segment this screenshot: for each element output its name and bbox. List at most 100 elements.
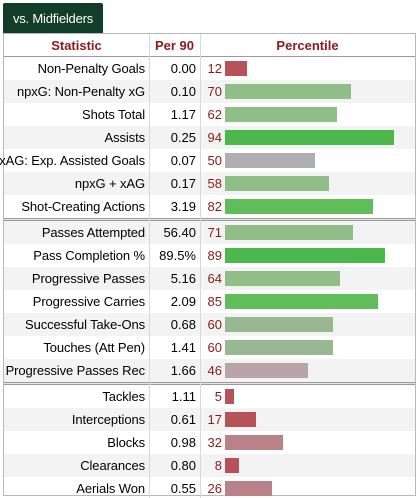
percentile-bar xyxy=(225,435,283,450)
percentile-value: 60 xyxy=(207,340,222,355)
stat-name: Progressive Carries xyxy=(32,294,145,309)
percentile-bar xyxy=(225,61,247,76)
stat-name: Aerials Won xyxy=(76,481,145,496)
stat-name: xAG: Exp. Assisted Goals xyxy=(0,153,145,168)
percentile-bar xyxy=(225,153,315,168)
table-row: Successful Take-Ons 0.68 60 xyxy=(4,313,415,336)
stat-name: npxG + xAG xyxy=(74,176,145,191)
stat-name: Blocks xyxy=(107,435,145,450)
per90-value: 0.61 xyxy=(170,412,196,427)
per90-value: 0.68 xyxy=(170,317,196,332)
percentile-bar xyxy=(225,199,373,214)
percentile-value: 60 xyxy=(207,317,222,332)
percentile-bar xyxy=(225,389,234,404)
table-row: Interceptions 0.61 17 xyxy=(4,408,415,431)
header-per90[interactable]: Per 90 xyxy=(154,37,195,53)
percentile-value: 26 xyxy=(207,481,222,496)
per90-value: 1.11 xyxy=(171,389,196,404)
table-row: Shots Total 1.17 62 xyxy=(4,103,415,126)
column-divider xyxy=(149,34,150,498)
table-row: Aerials Won 0.55 26 xyxy=(4,477,415,498)
percentile-bar xyxy=(225,225,353,240)
percentile-bar xyxy=(225,458,239,473)
table-row: Shot-Creating Actions 3.19 82 xyxy=(4,195,415,218)
percentile-value: 94 xyxy=(207,130,222,145)
percentile-bar xyxy=(225,481,272,496)
table-row: Progressive Carries 2.09 85 xyxy=(4,290,415,313)
group-separator xyxy=(4,218,415,221)
stat-name: Passes Attempted xyxy=(41,225,145,240)
stat-name: Pass Completion % xyxy=(33,248,145,263)
percentile-value: 46 xyxy=(207,363,222,378)
percentile-value: 17 xyxy=(207,412,222,427)
tab-vs-midfielders[interactable]: vs. Midfielders xyxy=(3,3,103,33)
header-statistic[interactable]: Statistic xyxy=(51,37,102,53)
percentile-bar xyxy=(225,317,333,332)
per90-value: 5.16 xyxy=(170,271,196,286)
table-row: npxG + xAG 0.17 58 xyxy=(4,172,415,195)
stat-name: Interceptions xyxy=(71,412,145,427)
stat-name: Clearances xyxy=(80,458,145,473)
percentile-bar xyxy=(225,176,329,191)
percentile-value: 82 xyxy=(207,199,222,214)
table-row: Passes Attempted 56.40 71 xyxy=(4,221,415,244)
table-row: Progressive Passes 5.16 64 xyxy=(4,267,415,290)
percentile-value: 70 xyxy=(207,84,222,99)
table-row: xAG: Exp. Assisted Goals 0.07 50 xyxy=(0,149,415,172)
percentile-value: 85 xyxy=(207,294,222,309)
per90-value: 0.55 xyxy=(170,481,196,496)
stat-name: Progressive Passes Rec xyxy=(5,363,146,378)
per90-value: 1.66 xyxy=(170,363,196,378)
percentile-bar xyxy=(225,84,351,99)
stat-name: Assists xyxy=(104,130,146,145)
stat-name: Non-Penalty Goals xyxy=(37,61,146,76)
table-row: npxG: Non-Penalty xG 0.10 70 xyxy=(4,80,415,103)
percentile-bar xyxy=(225,294,378,309)
stat-name: Successful Take-Ons xyxy=(25,317,145,332)
percentile-bar xyxy=(225,412,256,427)
percentile-value: 8 xyxy=(214,458,222,473)
per90-value: 1.41 xyxy=(170,340,196,355)
percentile-value: 58 xyxy=(207,176,222,191)
percentile-value: 62 xyxy=(207,107,222,122)
per90-value: 0.17 xyxy=(170,176,196,191)
percentile-value: 12 xyxy=(207,61,222,76)
stat-name: Tackles xyxy=(102,389,145,404)
stat-name: Shot-Creating Actions xyxy=(21,199,145,214)
table-row: Clearances 0.80 8 xyxy=(4,454,415,477)
per90-value: 89.5% xyxy=(159,248,196,263)
table-row: Touches (Att Pen) 1.41 60 xyxy=(4,336,415,359)
percentile-value: 32 xyxy=(207,435,222,450)
per90-value: 3.19 xyxy=(170,199,196,214)
per90-value: 0.10 xyxy=(170,84,196,99)
group-separator xyxy=(4,382,415,385)
column-divider xyxy=(200,34,201,498)
percentile-value: 50 xyxy=(207,153,222,168)
percentile-value: 71 xyxy=(207,225,222,240)
stat-name: Shots Total xyxy=(82,107,145,122)
percentile-value: 89 xyxy=(207,248,222,263)
stat-name: Touches (Att Pen) xyxy=(43,340,145,355)
table-row: Pass Completion % 89.5% 89 xyxy=(4,244,415,267)
table-row: Blocks 0.98 32 xyxy=(4,431,415,454)
per90-value: 0.25 xyxy=(170,130,196,145)
stat-name: Progressive Passes xyxy=(31,271,145,286)
per90-value: 0.80 xyxy=(170,458,196,473)
per90-value: 0.07 xyxy=(170,153,196,168)
per90-value: 0.00 xyxy=(170,61,196,76)
tab-bar: vs. Midfielders xyxy=(0,0,419,33)
per90-value: 1.17 xyxy=(170,107,196,122)
percentile-value: 64 xyxy=(207,271,222,286)
per90-value: 56.40 xyxy=(163,225,196,240)
percentile-bar xyxy=(225,248,385,263)
percentile-bar xyxy=(225,363,308,378)
table-row: Non-Penalty Goals 0.00 12 xyxy=(4,57,415,80)
percentile-bar xyxy=(225,107,337,122)
header-percentile[interactable]: Percentile xyxy=(276,37,339,53)
per90-value: 2.09 xyxy=(170,294,196,309)
percentile-bar xyxy=(225,130,394,145)
table-row: Assists 0.25 94 xyxy=(4,126,415,149)
percentile-table: Statistic Per 90 Percentile Non-Penalty … xyxy=(0,33,416,498)
percentile-bar xyxy=(225,271,340,286)
